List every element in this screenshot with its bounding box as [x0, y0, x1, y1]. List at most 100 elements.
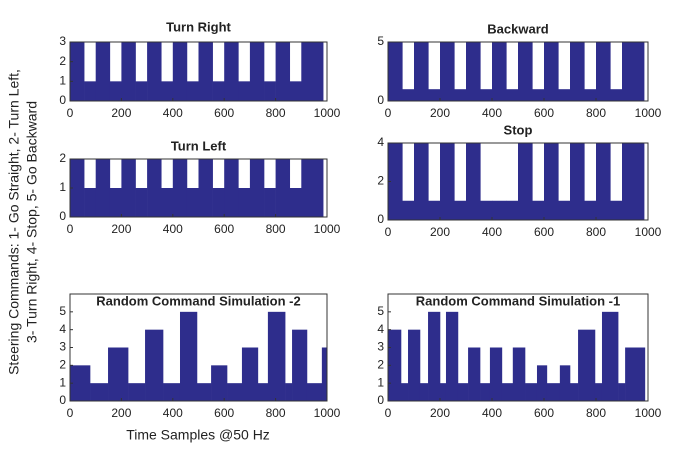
axes-box: [387, 41, 649, 102]
chart-title: Stop: [504, 122, 533, 137]
x-tick-label: 800: [266, 406, 286, 420]
step-bar: [402, 89, 415, 101]
step-bar: [306, 383, 323, 401]
step-bar: [506, 200, 519, 220]
step-bar: [501, 383, 514, 401]
step-bar: [108, 347, 129, 401]
axes-box: [69, 41, 328, 102]
step-bar: [275, 42, 291, 101]
step-bar: [267, 311, 286, 401]
step-bar: [622, 42, 645, 101]
x-tick-label: 1000: [635, 106, 662, 120]
y-tick-label: 0: [59, 93, 66, 107]
step-bar: [610, 200, 623, 220]
step-bar: [454, 89, 467, 101]
step-bar: [172, 159, 188, 217]
step-bar: [445, 311, 459, 401]
step-bar: [257, 383, 269, 401]
step-bar: [402, 200, 415, 220]
step-bar: [610, 89, 623, 101]
step-bar: [285, 383, 293, 401]
y-tick-label: 0: [59, 209, 66, 223]
step-bar: [84, 81, 96, 101]
step-bar: [147, 159, 162, 217]
x-tick-label: 400: [482, 225, 502, 239]
step-bar: [584, 200, 597, 220]
step-bar: [489, 347, 503, 401]
y-tick-label: 2: [377, 174, 384, 188]
step-bar: [186, 81, 199, 101]
step-bar: [512, 347, 526, 401]
step-bar: [584, 89, 597, 101]
step-bar: [480, 383, 491, 401]
step-bar: [388, 143, 403, 220]
y-tick-label: 4: [377, 322, 384, 336]
step-bar: [440, 42, 455, 101]
step-bar: [454, 200, 467, 220]
x-tick-label: 800: [266, 106, 286, 120]
y-tick-label: 0: [377, 212, 384, 226]
step-bar: [558, 89, 571, 101]
step-bar: [198, 159, 213, 217]
y-tick-label: 4: [377, 135, 384, 149]
y-tick-label: 0: [377, 393, 384, 407]
step-bar: [518, 143, 533, 220]
step-bar: [544, 42, 559, 101]
step-bar: [506, 89, 519, 101]
step-bar: [546, 383, 561, 401]
step-bar: [249, 42, 265, 101]
step-bar: [544, 143, 559, 220]
x-label: Time Samples @50 Hz: [126, 427, 270, 443]
step-bar: [121, 159, 136, 217]
y-tick-label: 5: [377, 304, 384, 318]
step-bar: [238, 188, 251, 217]
x-tick-label: 200: [430, 106, 450, 120]
step-bar: [227, 383, 243, 401]
step-bar: [70, 365, 91, 401]
step-bar: [457, 383, 469, 401]
x-tick-label: 800: [586, 106, 606, 120]
step-bar: [109, 81, 122, 101]
x-tick-label: 800: [266, 222, 286, 236]
x-tick-label: 0: [385, 225, 392, 239]
step-bar: [536, 365, 548, 401]
y-tick-label: 2: [377, 358, 384, 372]
step-bar: [578, 329, 596, 401]
x-tick-label: 600: [534, 406, 554, 420]
step-bar: [492, 42, 507, 101]
step-bar: [440, 143, 455, 220]
x-tick-label: 600: [214, 222, 234, 236]
y-tick-label: 2: [59, 151, 66, 165]
x-tick-label: 200: [111, 222, 131, 236]
step-bar: [532, 200, 545, 220]
x-tick-label: 200: [430, 406, 450, 420]
x-tick-label: 800: [586, 225, 606, 239]
x-tick-label: 1000: [314, 406, 341, 420]
y-tick-label: 2: [59, 358, 66, 372]
chart-title: Backward: [487, 21, 548, 36]
x-tick-label: 0: [67, 222, 74, 236]
chart-title: Turn Right: [166, 19, 231, 34]
step-bar: [518, 42, 533, 101]
x-tick-label: 0: [67, 406, 74, 420]
y-tick-label: 1: [59, 180, 66, 194]
step-bar: [289, 81, 302, 101]
step-bar: [596, 143, 611, 220]
step-bar: [492, 200, 507, 220]
y-tick-label: 5: [59, 304, 66, 318]
y-tick-label: 3: [59, 34, 66, 48]
step-bar: [147, 42, 162, 101]
step-bar: [596, 42, 611, 101]
step-bar: [301, 159, 324, 217]
x-tick-label: 0: [385, 406, 392, 420]
chart-title: Turn Left: [171, 138, 227, 153]
step-bar: [408, 329, 421, 401]
step-bar: [121, 42, 136, 101]
x-tick-label: 200: [111, 406, 131, 420]
step-bar: [172, 42, 188, 101]
y-tick-label: 3: [377, 340, 384, 354]
chart-title: Random Command Simulation -1: [416, 293, 620, 308]
step-bar: [264, 81, 276, 101]
x-tick-label: 600: [534, 106, 554, 120]
x-tick-label: 1000: [635, 225, 662, 239]
